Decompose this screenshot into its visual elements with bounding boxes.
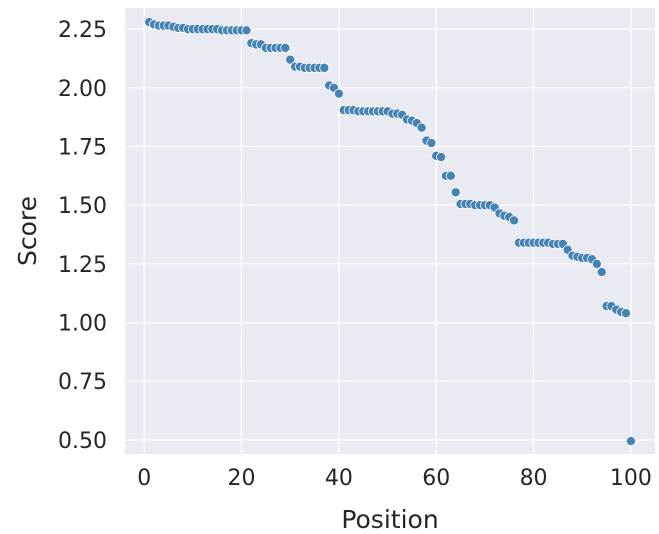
x-tick-label: 40: [325, 466, 353, 491]
x-tick-label: 20: [228, 466, 256, 491]
data-point: [333, 88, 344, 99]
x-tick-label: 0: [137, 466, 151, 491]
data-point: [319, 62, 330, 73]
y-tick-label: 0.50: [58, 429, 107, 454]
data-point: [445, 170, 456, 181]
data-point: [436, 152, 447, 163]
data-point: [280, 42, 291, 53]
data-point: [241, 25, 252, 36]
data-point: [596, 267, 607, 278]
x-tick-label: 100: [610, 466, 652, 491]
data-point: [509, 215, 520, 226]
y-tick-label: 2.25: [58, 18, 107, 43]
y-axis-ticks: 0.50 0.75 1.00 1.25 1.50 1.75 2.00 2.25: [58, 18, 107, 454]
y-tick-label: 1.00: [58, 312, 107, 337]
y-tick-label: 0.75: [58, 370, 107, 395]
data-point: [621, 308, 632, 319]
y-tick-label: 1.75: [58, 135, 107, 160]
grid: [125, 8, 655, 454]
y-tick-label: 1.50: [58, 194, 107, 219]
data-point: [625, 436, 636, 447]
x-tick-label: 80: [520, 466, 548, 491]
data-point: [285, 54, 296, 65]
y-tick-label: 2.00: [58, 77, 107, 102]
data-point: [591, 258, 602, 269]
x-axis-label: Position: [341, 505, 438, 534]
y-axis-label: Score: [13, 196, 42, 266]
plot-area: [125, 8, 655, 454]
y-tick-label: 1.25: [58, 253, 107, 278]
data-point: [426, 137, 437, 148]
x-axis-ticks: 0 20 40 60 80 100: [137, 466, 652, 491]
data-point: [450, 187, 461, 198]
data-point: [416, 122, 427, 133]
data-points: [144, 17, 636, 447]
x-tick-label: 60: [422, 466, 450, 491]
